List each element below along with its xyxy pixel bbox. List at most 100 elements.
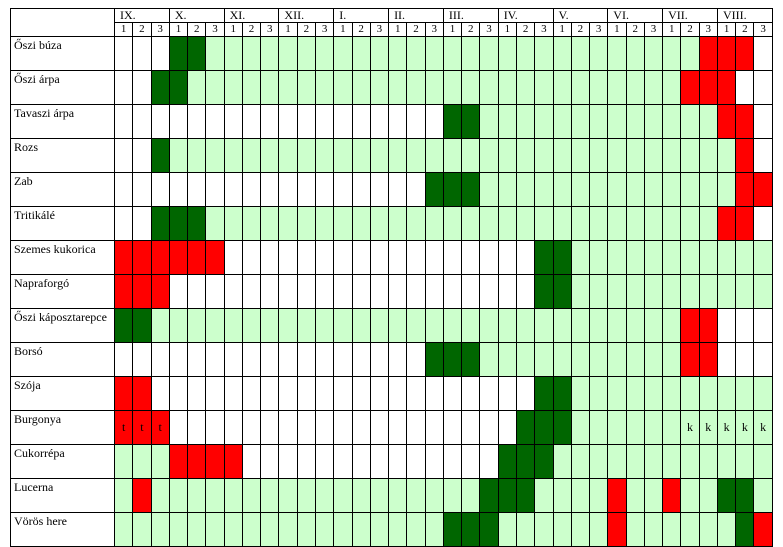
month-header: IV. <box>497 8 554 23</box>
calendar-cell <box>113 70 134 105</box>
calendar-cell <box>187 478 207 513</box>
calendar-cell <box>442 308 463 343</box>
calendar-cell <box>388 172 408 207</box>
calendar-cell <box>113 138 134 173</box>
calendar-cell <box>150 274 170 309</box>
calendar-cell <box>680 104 700 139</box>
calendar-cell <box>187 342 207 377</box>
calendar-cell <box>515 36 536 71</box>
calendar-cell <box>589 478 609 513</box>
calendar-cell <box>296 512 316 547</box>
calendar-cell <box>168 36 189 71</box>
calendar-cell <box>442 240 463 275</box>
crop-row: Rozs <box>10 138 773 173</box>
calendar-cell <box>515 70 536 105</box>
crop-row: Vörös here <box>10 512 773 547</box>
calendar-cell <box>132 70 152 105</box>
calendar-cell <box>296 376 316 411</box>
crop-name: Borsó <box>10 342 115 377</box>
crop-row: Borsó <box>10 342 773 377</box>
calendar-cell: k <box>735 410 755 445</box>
calendar-cell <box>424 36 444 71</box>
calendar-cell <box>534 512 554 547</box>
crop-name: Őszi búza <box>10 36 115 71</box>
calendar-cell: k <box>680 410 700 445</box>
calendar-cell <box>223 70 243 105</box>
calendar-cell <box>241 104 262 139</box>
calendar-cell <box>552 70 572 105</box>
calendar-cell <box>113 444 134 479</box>
calendar-cell <box>369 274 390 309</box>
calendar-cell <box>424 512 444 547</box>
calendar-cell <box>625 512 645 547</box>
calendar-cell <box>187 36 207 71</box>
calendar-cell <box>643 410 664 445</box>
calendar-cell <box>314 308 335 343</box>
crop-row: Őszi búza <box>10 36 773 71</box>
calendar-cell <box>534 478 554 513</box>
calendar-cell <box>406 70 426 105</box>
calendar-cell <box>187 274 207 309</box>
calendar-cell <box>260 36 280 71</box>
calendar-cell <box>314 206 335 241</box>
calendar-cell <box>205 376 225 411</box>
calendar-cell <box>388 478 408 513</box>
calendar-cell <box>589 376 609 411</box>
calendar-cell <box>406 104 426 139</box>
calendar-cell <box>314 274 335 309</box>
calendar-cell <box>314 240 335 275</box>
decade-header: 1 <box>168 22 189 37</box>
calendar-cell <box>314 512 335 547</box>
calendar-cell <box>187 172 207 207</box>
crop-row: Szója <box>10 376 773 411</box>
calendar-cell <box>497 274 517 309</box>
decade-header: 3 <box>260 22 280 37</box>
calendar-cell <box>497 36 517 71</box>
decade-header: 1 <box>113 22 134 37</box>
calendar-cell <box>461 172 481 207</box>
calendar-cell <box>351 512 371 547</box>
calendar-cell <box>442 376 463 411</box>
calendar-cell <box>570 36 591 71</box>
calendar-cell <box>716 70 737 105</box>
calendar-cell <box>260 410 280 445</box>
calendar-cell <box>735 444 755 479</box>
calendar-cell <box>607 70 627 105</box>
calendar-cell <box>388 206 408 241</box>
calendar-cell <box>735 342 755 377</box>
calendar-cell <box>643 444 664 479</box>
calendar-cell <box>716 172 737 207</box>
calendar-cell <box>241 138 262 173</box>
calendar-cell <box>132 206 152 241</box>
crop-row: Zab <box>10 172 773 207</box>
crop-name: Őszi káposztarepce <box>10 308 115 343</box>
header-corner <box>10 8 115 37</box>
calendar-cell <box>168 172 189 207</box>
calendar-cell <box>223 138 243 173</box>
calendar-cell <box>442 172 463 207</box>
calendar-cell <box>223 478 243 513</box>
decade-header: 1 <box>716 22 737 37</box>
calendar-cell <box>205 410 225 445</box>
calendar-cell <box>625 478 645 513</box>
calendar-cell <box>351 444 371 479</box>
calendar-cell <box>735 274 755 309</box>
calendar-cell <box>296 172 316 207</box>
calendar-cell <box>260 70 280 105</box>
calendar-cell <box>442 444 463 479</box>
calendar-cell <box>205 478 225 513</box>
calendar-cell <box>241 444 262 479</box>
calendar-cell <box>205 308 225 343</box>
calendar-cell <box>735 172 755 207</box>
decade-header: 3 <box>534 22 554 37</box>
calendar-cell <box>662 70 682 105</box>
calendar-cell <box>296 274 316 309</box>
calendar-cell <box>552 444 572 479</box>
calendar-cell <box>479 36 499 71</box>
calendar-cell <box>625 274 645 309</box>
calendar-cell <box>369 444 390 479</box>
calendar-cell <box>132 342 152 377</box>
calendar-cell <box>625 36 645 71</box>
calendar-cell <box>296 342 316 377</box>
calendar-cell <box>223 308 243 343</box>
